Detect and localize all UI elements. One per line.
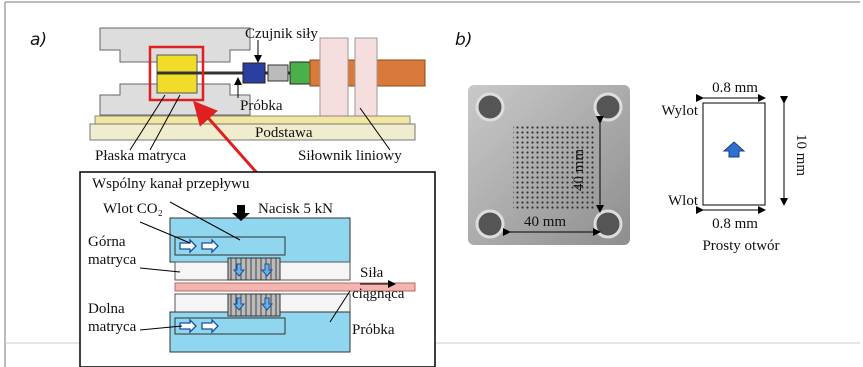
- panel-label: a): [30, 30, 47, 50]
- caption: Prosty otwór: [702, 238, 779, 254]
- dimension: 0.8 mm: [712, 216, 758, 232]
- label: Wlot CO₂: [103, 201, 163, 217]
- label: Wlot: [668, 193, 699, 209]
- label: Próbka: [240, 98, 283, 114]
- label: Wspólny kanał przepływu: [92, 176, 250, 192]
- label: Wylot: [661, 103, 698, 119]
- label: Dolna: [88, 301, 125, 317]
- dimension: 10 mm: [793, 134, 809, 176]
- label: Nacisk 5 kN: [258, 201, 333, 217]
- label: Siła: [360, 265, 384, 281]
- label: matryca: [88, 319, 137, 335]
- label: Płaska matryca: [95, 148, 187, 164]
- label: Siłownik liniowy: [298, 148, 402, 164]
- dimension: 40 mm: [524, 214, 566, 230]
- dimension: 40 mm: [571, 149, 587, 191]
- label: matryca: [88, 252, 137, 268]
- figure: a) b) Czujnik siły Próbka Podstawa Płask…: [0, 0, 863, 367]
- dimension: 0.8 mm: [712, 80, 758, 96]
- label: Górna: [88, 234, 126, 250]
- label: ciągnąca: [352, 286, 405, 302]
- slot-diagram: [703, 98, 784, 210]
- label: Próbka: [352, 322, 395, 338]
- label: Czujnik siły: [245, 26, 318, 42]
- panel-label: b): [455, 30, 472, 50]
- label: Podstawa: [255, 125, 313, 141]
